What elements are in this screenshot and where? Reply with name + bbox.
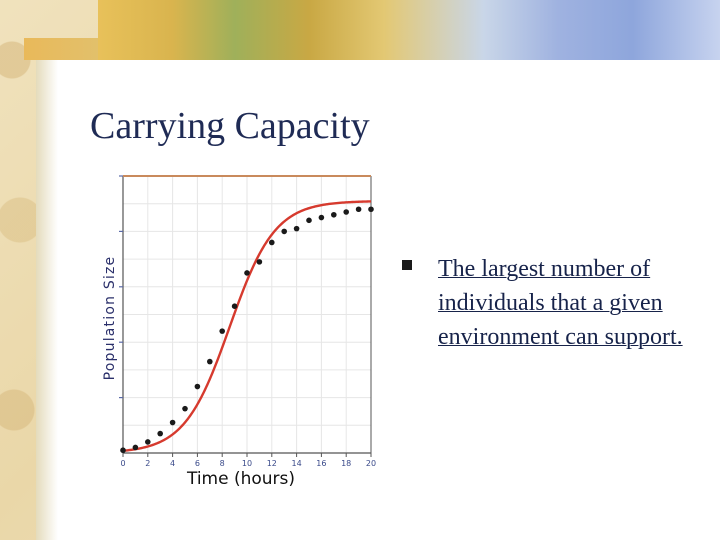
data-point	[244, 270, 250, 276]
x-tick-label: 6	[195, 459, 200, 468]
x-tick-label: 2	[145, 459, 150, 468]
chart-background	[88, 170, 384, 492]
bullet-square-icon	[402, 260, 412, 270]
x-tick-label: 4	[170, 459, 175, 468]
chart-ticks: 0 2 4 6 8 10 12 14 16 18 20	[119, 175, 376, 468]
data-point	[219, 328, 225, 334]
data-point	[269, 239, 275, 246]
data-point	[231, 303, 238, 309]
x-tick-label: 10	[242, 459, 252, 468]
logistic-growth-chart: 0 2 4 6 8 10 12 14 16 18 20 Time (hours) Populatio…	[88, 170, 384, 492]
data-point	[120, 447, 126, 454]
data-point	[207, 358, 213, 365]
chart-svg: 0 2 4 6 8 10 12 14 16 18 20 Time (hours) Populatio…	[88, 170, 384, 492]
x-tick-label: 8	[220, 459, 225, 468]
x-tick-label: 18	[341, 459, 351, 468]
slide-shadow	[36, 60, 58, 540]
x-axis-label: Time (hours)	[186, 469, 295, 489]
data-point	[318, 214, 325, 221]
data-point	[306, 217, 312, 224]
data-point	[132, 444, 139, 451]
decorative-banner	[98, 0, 720, 60]
data-point	[194, 383, 201, 390]
decorative-banner-left	[24, 38, 98, 60]
bullet-text-definition: The largest number of individuals that a…	[438, 256, 683, 350]
x-tick-label: 12	[267, 459, 277, 468]
y-axis-label: Population Size	[102, 256, 118, 381]
data-point	[145, 439, 151, 445]
logistic-curve	[122, 200, 372, 452]
data-points	[120, 206, 374, 454]
data-point	[157, 430, 163, 437]
data-point	[169, 419, 176, 426]
data-point	[256, 259, 263, 265]
data-point	[182, 405, 188, 412]
data-point	[331, 211, 337, 218]
x-tick-label: 0	[120, 459, 125, 468]
x-tick-label: 14	[292, 459, 302, 468]
data-point	[355, 206, 362, 213]
x-tick-label: 16	[316, 459, 326, 468]
data-point	[293, 225, 300, 232]
x-tick-label: 20	[366, 459, 376, 468]
data-point	[368, 206, 374, 213]
data-point	[281, 228, 287, 235]
slide-title: Carrying Capacity	[90, 105, 370, 147]
data-point	[343, 209, 349, 215]
